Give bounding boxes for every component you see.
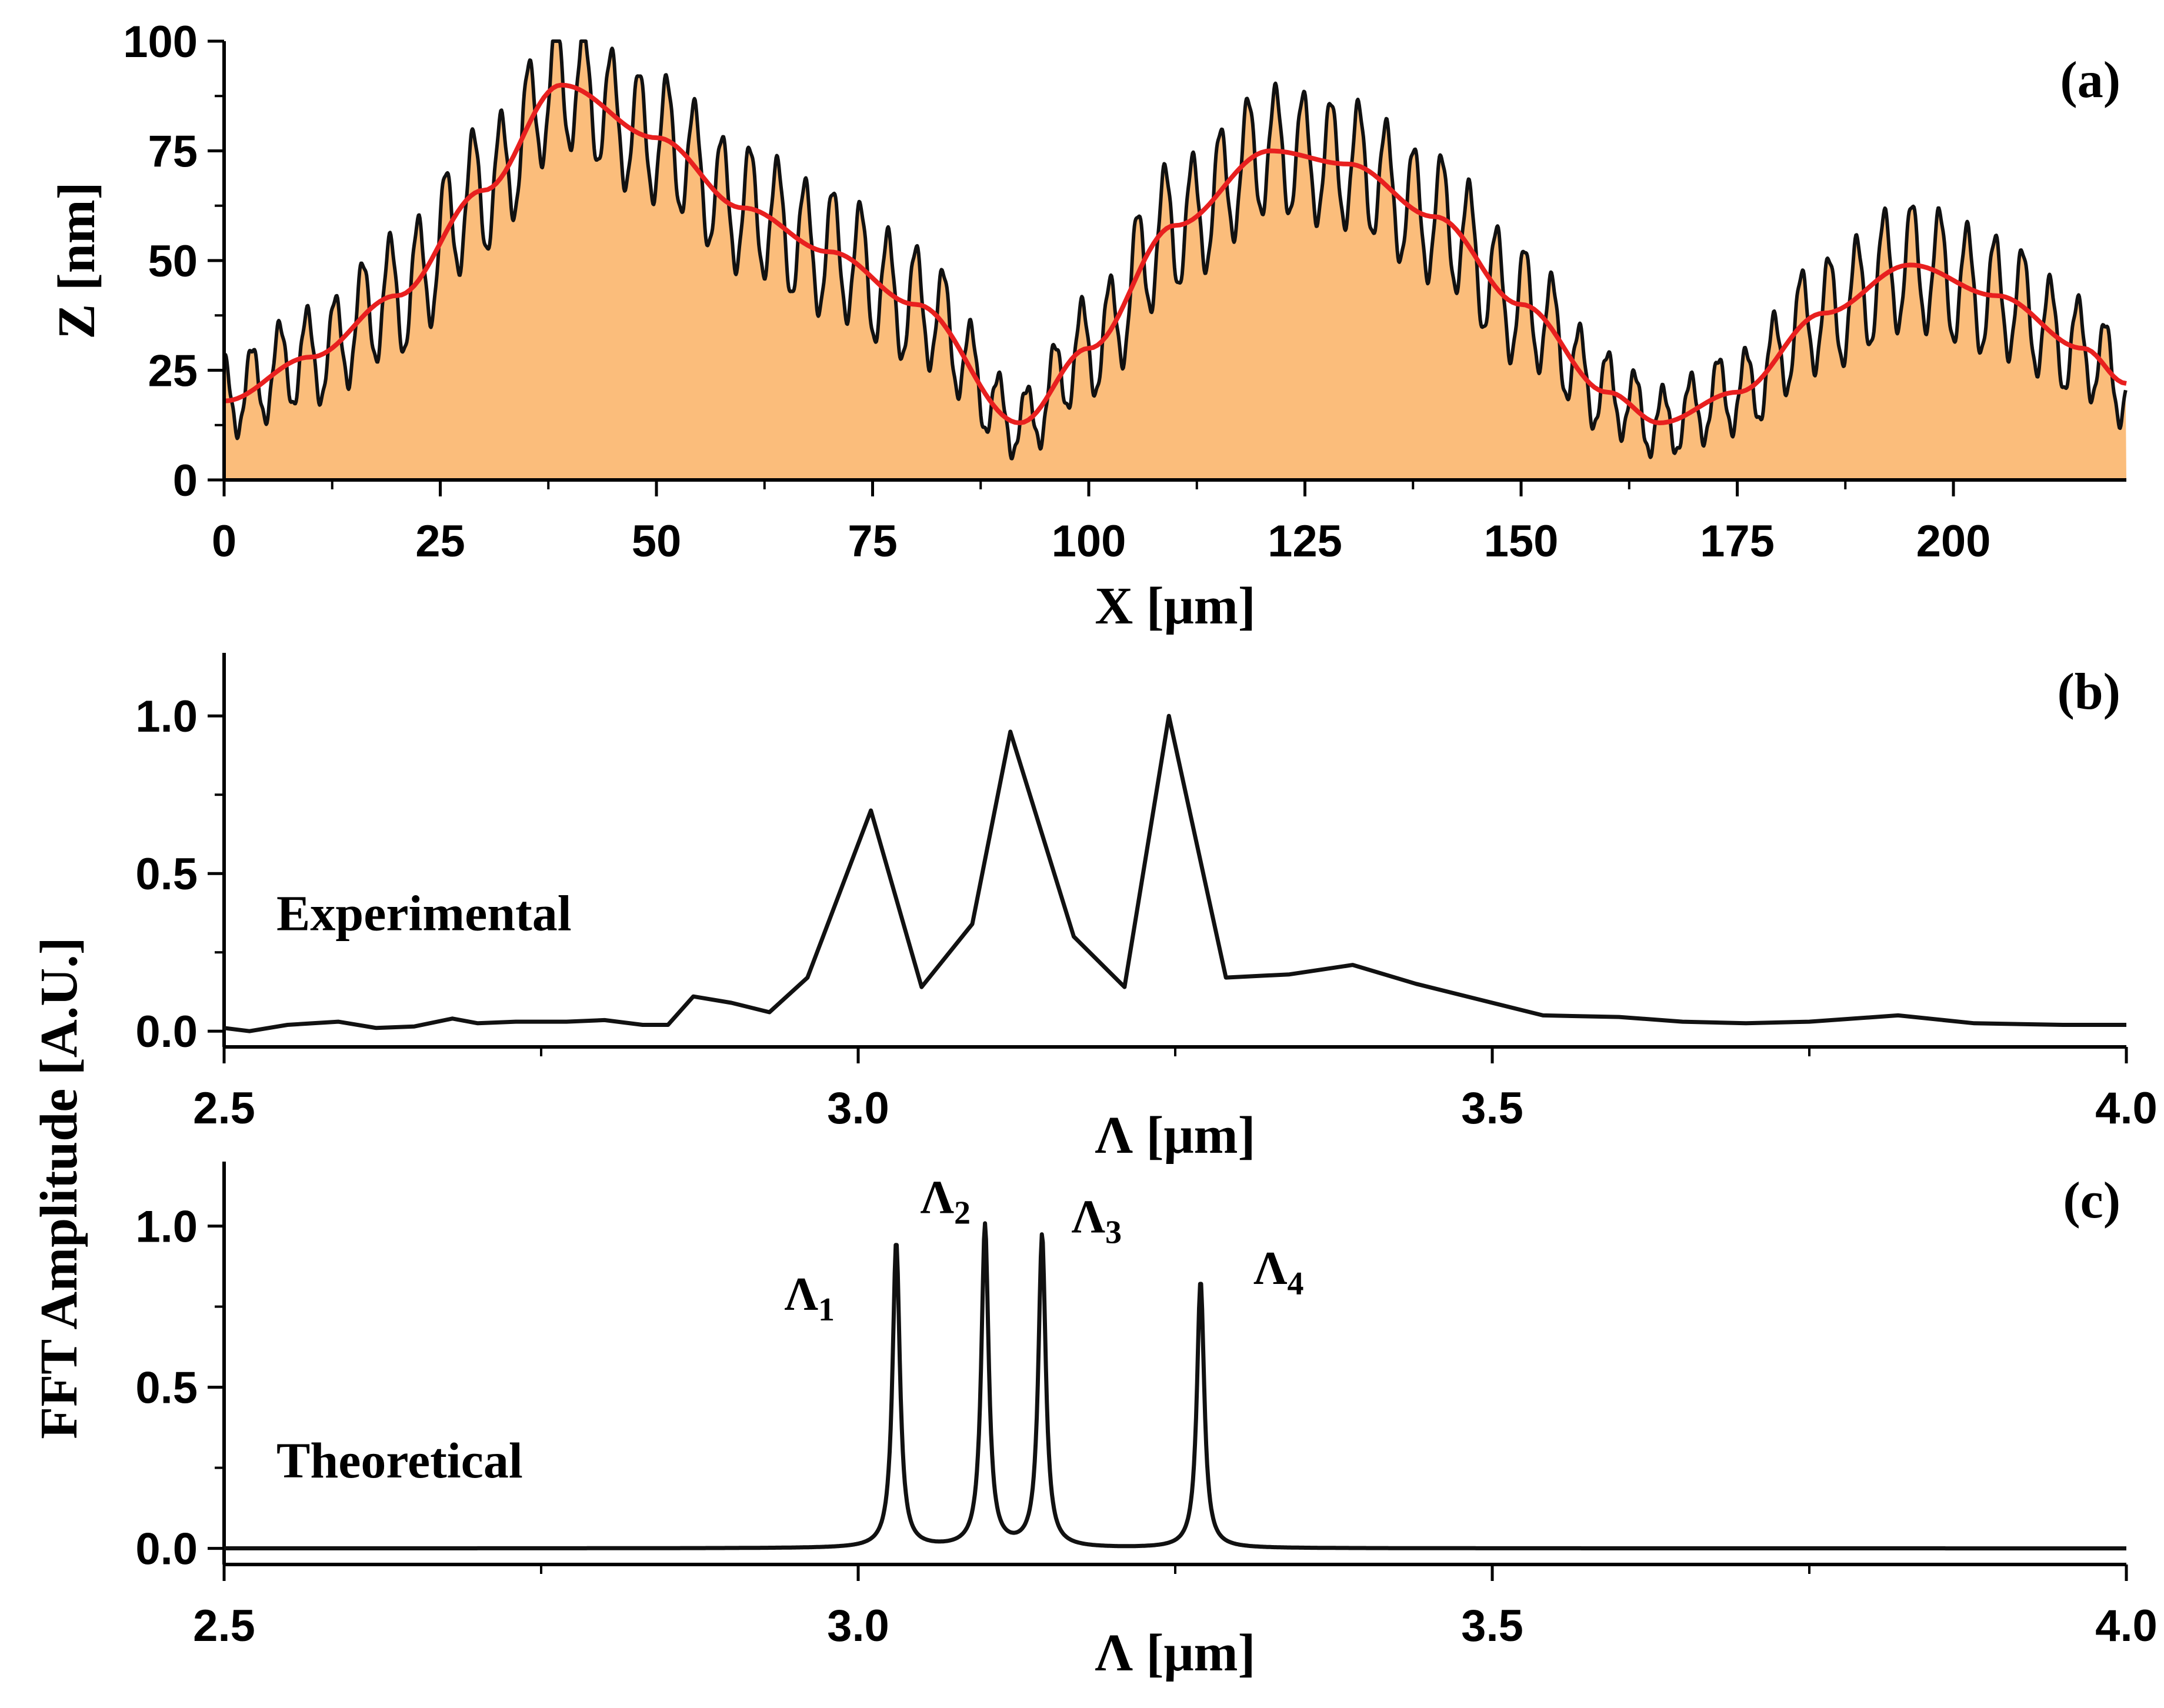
x-tick-label: 175 — [1700, 516, 1775, 566]
theoretical-label: Theoretical — [276, 1432, 523, 1489]
theoretical-fft-line — [223, 1221, 2128, 1551]
shared-y-axis-title: FFT Amplitude [A.U.] — [30, 937, 88, 1439]
surface-profile-fill — [224, 41, 2126, 480]
x-tick-label: 150 — [1484, 516, 1559, 566]
x-tick-label: 200 — [1916, 516, 1991, 566]
y-tick-label: 0.5 — [135, 1363, 198, 1413]
x-tick-label: 25 — [415, 516, 465, 566]
panel-c: 2.5 3.0 3.5 4.0 0.0 0.5 1.0 Λ [μm] (c) Theoretica… — [135, 1162, 2158, 1682]
y-tick-label: 1.0 — [135, 1202, 198, 1252]
panel-label-a: (a) — [2060, 52, 2120, 109]
x-tick-label: 2.5 — [193, 1083, 255, 1133]
peak-label-3: Λ3 — [1072, 1192, 1122, 1251]
y-tick-label: 0 — [173, 456, 198, 506]
y-axis-title-a: Z [nm] — [48, 182, 106, 339]
x-tick-label: 2.5 — [193, 1601, 255, 1651]
peak-label-1: Λ1 — [785, 1269, 835, 1328]
x-tick-label: 4.0 — [2095, 1601, 2158, 1651]
y-tick-label: 1.0 — [135, 692, 198, 742]
x-axis-title-c: Λ [μm] — [1095, 1624, 1256, 1682]
panel-label-b: (b) — [2057, 663, 2120, 720]
x-tick-label: 50 — [632, 516, 682, 566]
x-axis-title-a: X [μm] — [1095, 577, 1255, 635]
y-tick-label: 25 — [148, 346, 198, 396]
x-tick-label: 3.5 — [1461, 1083, 1523, 1133]
peak-label-4: Λ4 — [1253, 1243, 1303, 1302]
y-tick-label: 0.5 — [135, 849, 198, 899]
peak-label-2: Λ2 — [921, 1172, 971, 1232]
y-tick-label: 0.0 — [135, 1524, 198, 1574]
x-axis-title-b: Λ [μm] — [1095, 1106, 1256, 1165]
x-tick-label: 3.0 — [827, 1601, 889, 1651]
panel-label-c: (c) — [2063, 1172, 2120, 1229]
y-tick-label: 75 — [148, 127, 198, 177]
surface-profile-line — [222, 39, 2128, 461]
experimental-fft-line — [224, 713, 2126, 1033]
x-tick-label: 125 — [1268, 516, 1342, 566]
y-tick-label: 50 — [148, 236, 198, 286]
y-tick-label: 100 — [123, 17, 198, 67]
x-tick-label: 4.0 — [2095, 1083, 2158, 1133]
x-tick-label: 3.0 — [827, 1083, 889, 1133]
envelope-fit-line — [224, 82, 2127, 425]
experimental-label: Experimental — [276, 885, 572, 942]
panel-b: 2.5 3.0 3.5 4.0 0.0 0.5 1.0 Λ [μm] (b) Experiment… — [135, 653, 2158, 1165]
x-tick-label: 0 — [212, 516, 236, 566]
x-tick-label: 100 — [1052, 516, 1126, 566]
x-tick-label: 3.5 — [1461, 1601, 1523, 1651]
x-tick-label: 75 — [848, 516, 898, 566]
panel-a: 0 25 50 75 100 125 150 175 200 0 25 50 75 100 X [μm] (a… — [48, 17, 2128, 635]
y-tick-label: 0.0 — [135, 1007, 198, 1057]
